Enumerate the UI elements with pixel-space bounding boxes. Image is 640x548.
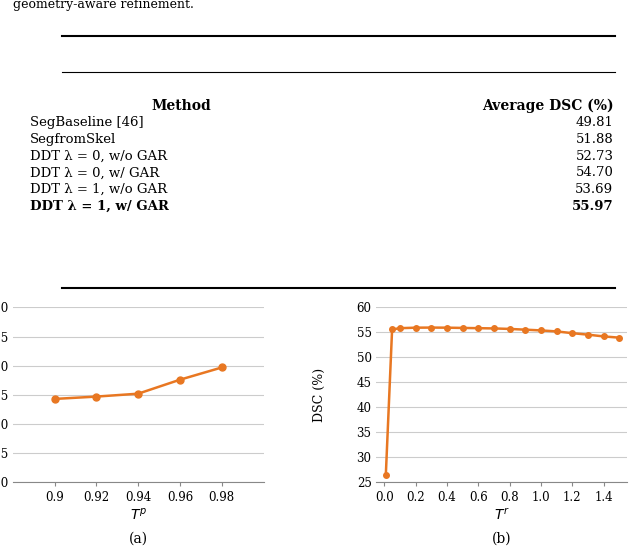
Text: (a): (a) <box>129 531 148 545</box>
Y-axis label: DSC (%): DSC (%) <box>313 368 326 422</box>
X-axis label: $T^p$: $T^p$ <box>130 507 147 523</box>
Text: (b): (b) <box>492 531 511 545</box>
X-axis label: $T^r$: $T^r$ <box>494 507 510 523</box>
Text: geometry-aware refinement.: geometry-aware refinement. <box>13 0 194 11</box>
